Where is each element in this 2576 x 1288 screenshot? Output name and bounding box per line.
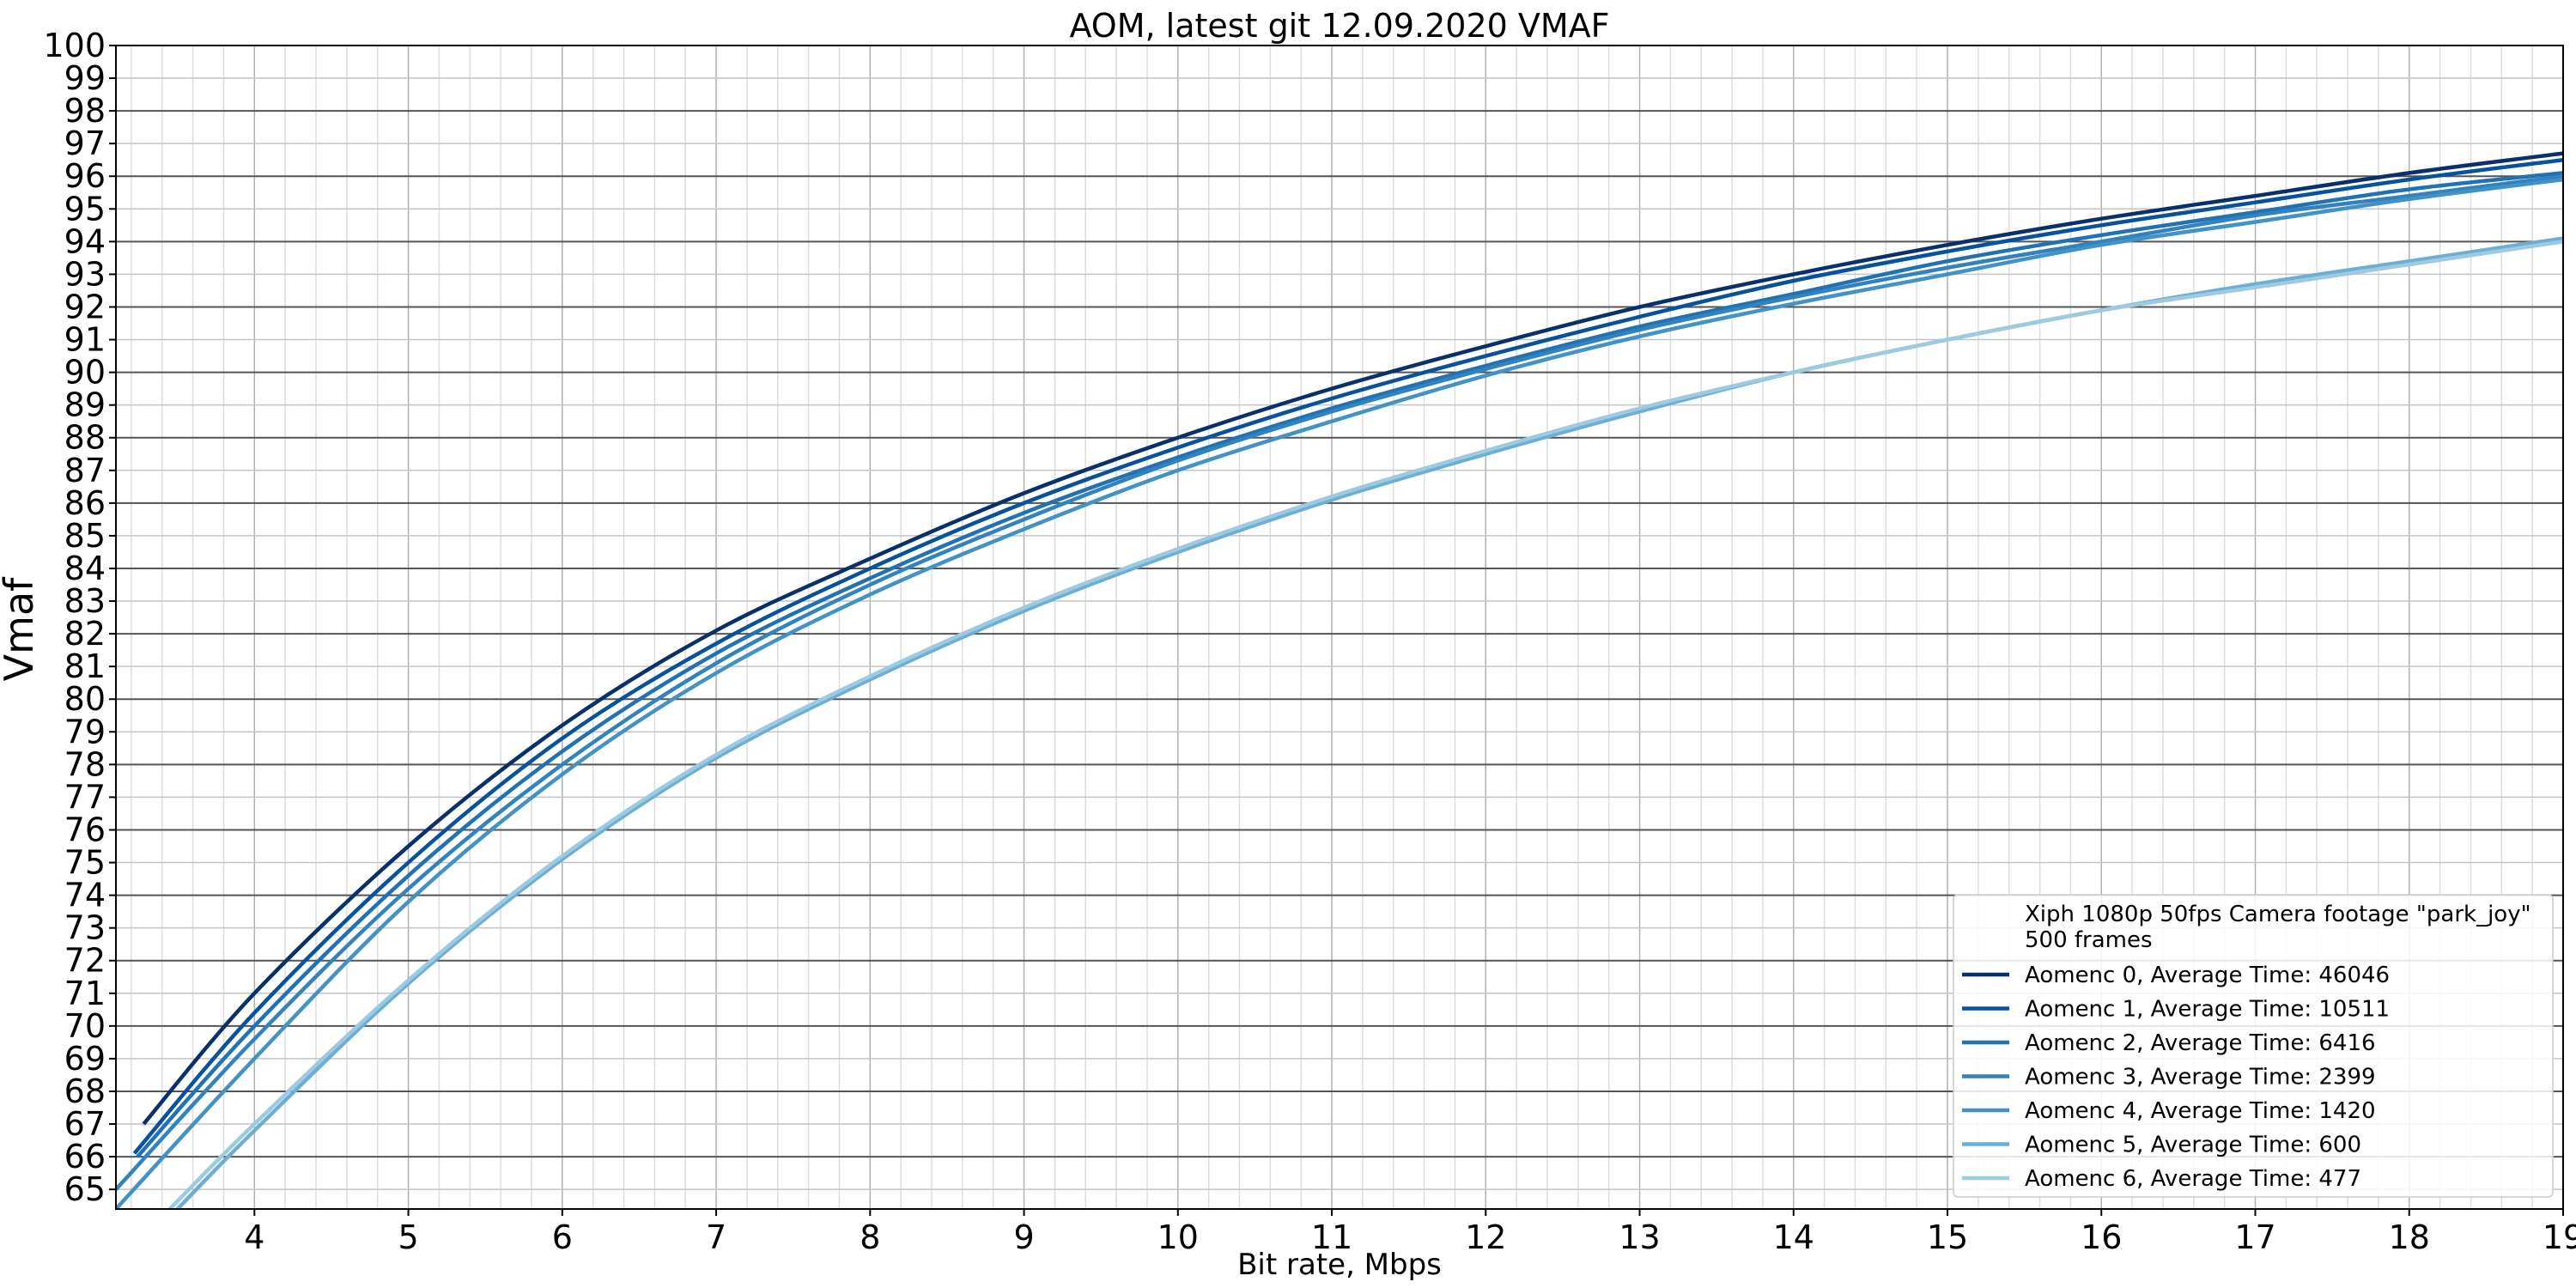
legend-entry-label: Aomenc 2, Average Time: 6416 <box>2025 1030 2376 1056</box>
x-tick-label: 6 <box>552 1218 573 1256</box>
series-line-aomenc-2 <box>136 171 2563 1158</box>
series-line-aomenc-4 <box>116 177 2563 1209</box>
legend-title-line-1: Xiph 1080p 50fps Camera footage "park_jo… <box>2025 902 2531 927</box>
legend-entry-label: Aomenc 0, Average Time: 46046 <box>2025 963 2390 988</box>
y-tick-label: 81 <box>64 647 106 685</box>
x-tick-label: 4 <box>244 1218 264 1256</box>
x-tick-label: 5 <box>398 1218 418 1256</box>
y-tick-label: 95 <box>64 190 106 228</box>
y-tick-label: 77 <box>64 778 106 816</box>
x-tick-label: 8 <box>860 1218 880 1256</box>
y-tick-label: 72 <box>64 942 106 980</box>
x-axis-ticks: 4 5 6 7 8 9 10 11 12 13 14 15 16 17 18 19 <box>244 1209 2576 1256</box>
series-line-aomenc-0 <box>142 151 2563 1126</box>
series-line-aomenc-1 <box>132 157 2563 1155</box>
x-tick-label: 13 <box>1619 1218 1660 1256</box>
y-tick-label: 76 <box>64 811 106 848</box>
series-line-aomenc-3 <box>116 173 2563 1191</box>
x-tick-label: 11 <box>1311 1218 1352 1256</box>
x-tick-label: 16 <box>2081 1218 2122 1256</box>
y-tick-label: 97 <box>64 125 106 162</box>
y-tick-label: 99 <box>64 59 106 97</box>
y-tick-label: 85 <box>64 517 106 555</box>
legend-entry-label: Aomenc 6, Average Time: 477 <box>2025 1166 2361 1192</box>
y-tick-label: 68 <box>64 1072 106 1110</box>
legend-entries: Aomenc 0, Average Time: 46046 Aomenc 1, A… <box>1962 963 2390 1192</box>
x-tick-label: 18 <box>2389 1218 2430 1256</box>
series-layer <box>116 151 2563 1209</box>
y-tick-label: 84 <box>64 550 106 587</box>
y-tick-label: 91 <box>64 321 106 359</box>
y-tick-label: 100 <box>43 27 106 64</box>
y-axis-ticks: 6566676869707172737475767778798081828384… <box>43 27 116 1208</box>
x-tick-label: 17 <box>2234 1218 2275 1256</box>
y-tick-label: 74 <box>64 877 106 914</box>
y-tick-label: 94 <box>64 222 106 260</box>
x-tick-label: 19 <box>2543 1218 2576 1256</box>
y-tick-label: 86 <box>64 484 106 522</box>
legend-box <box>1953 894 2554 1198</box>
legend: Xiph 1080p 50fps Camera footage "park_jo… <box>1953 894 2554 1198</box>
y-tick-label: 80 <box>64 680 106 718</box>
y-tick-label: 69 <box>64 1040 106 1078</box>
y-tick-label: 92 <box>64 288 106 325</box>
y-tick-label: 70 <box>64 1007 106 1045</box>
minor-grid <box>131 46 2533 1209</box>
y-tick-label: 71 <box>64 975 106 1012</box>
y-axis-label: Vmaf <box>0 576 42 681</box>
y-tick-label: 98 <box>64 92 106 130</box>
y-tick-label: 73 <box>64 909 106 947</box>
x-tick-label: 7 <box>706 1218 726 1256</box>
x-tick-label: 10 <box>1157 1218 1199 1256</box>
y-tick-label: 90 <box>64 354 106 392</box>
major-grid <box>116 45 2564 1209</box>
y-tick-label: 67 <box>64 1105 106 1143</box>
x-tick-label: 9 <box>1013 1218 1034 1256</box>
legend-entry-label: Aomenc 5, Average Time: 600 <box>2025 1133 2361 1158</box>
legend-title-line-2: 500 frames <box>2025 927 2153 953</box>
y-tick-label: 66 <box>64 1138 106 1176</box>
x-axis-label: Bit rate, Mbps <box>1237 1248 1442 1282</box>
y-tick-label: 65 <box>64 1170 106 1208</box>
x-tick-label: 14 <box>1773 1218 1814 1256</box>
x-tick-label: 12 <box>1465 1218 1506 1256</box>
plot-frame <box>115 45 2564 1210</box>
y-tick-label: 82 <box>64 615 106 653</box>
y-tick-label: 96 <box>64 157 106 195</box>
y-tick-label: 87 <box>64 452 106 489</box>
y-tick-label: 79 <box>64 713 106 750</box>
chart-title: AOM, latest git 12.09.2020 VMAF <box>1069 7 1609 45</box>
y-tick-label: 89 <box>64 386 106 424</box>
legend-entry-label: Aomenc 1, Average Time: 10511 <box>2025 997 2390 1023</box>
series-line-aomenc-6 <box>168 240 2563 1209</box>
legend-entry-label: Aomenc 4, Average Time: 1420 <box>2025 1098 2376 1124</box>
y-tick-label: 88 <box>64 419 106 457</box>
y-tick-label: 78 <box>64 745 106 783</box>
legend-entry-label: Aomenc 3, Average Time: 2399 <box>2025 1065 2376 1091</box>
x-tick-label: 15 <box>1927 1218 1968 1256</box>
y-tick-label: 83 <box>64 582 106 620</box>
y-tick-label: 75 <box>64 844 106 882</box>
y-tick-label: 93 <box>64 255 106 293</box>
